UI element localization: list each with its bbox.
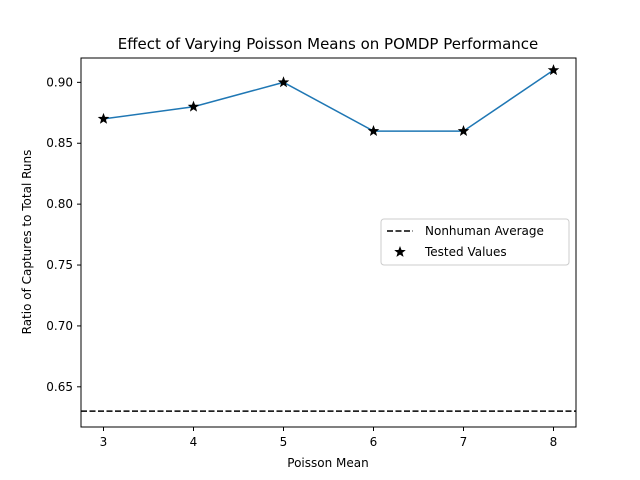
x-tick-label: 3 [100,435,108,449]
y-axis-label: Ratio of Captures to Total Runs [20,150,34,335]
x-tick-label: 7 [460,435,468,449]
x-tick-label: 5 [280,435,288,449]
legend-box [380,218,570,266]
data-point-star [277,76,290,88]
x-tick-label: 8 [550,435,558,449]
plot-frame [80,57,577,428]
data-point-star [187,100,200,112]
legend-star-icon [394,245,406,257]
data-point-star [457,125,470,136]
y-tick-label: 0.75 [46,258,73,272]
y-tick-label: 0.80 [46,197,73,211]
plot-area [81,64,576,412]
data-point-star [367,125,380,136]
x-tick-label: 6 [370,435,378,449]
legend-entry-nonhuman-average: Nonhuman Average [425,224,544,238]
y-tick-label: 0.70 [46,319,73,333]
y-tick-label: 0.85 [46,136,73,150]
series-line [103,69,554,132]
legend: Nonhuman Average Tested Values [380,218,570,266]
x-tick-label: 4 [190,435,198,449]
data-point-star [547,64,560,76]
y-tick-label: 0.65 [46,380,73,394]
y-tick-label: 0.90 [46,75,73,89]
data-point-star [97,112,110,124]
x-axis-label: Poisson Mean [287,456,368,470]
axis-ticks: 3 4 5 6 7 8 0.65 0.70 0.75 0.80 0.85 0.90 [46,75,557,449]
legend-entry-tested-values: Tested Values [424,245,507,259]
chart-title: Effect of Varying Poisson Means on POMDP… [118,35,539,53]
